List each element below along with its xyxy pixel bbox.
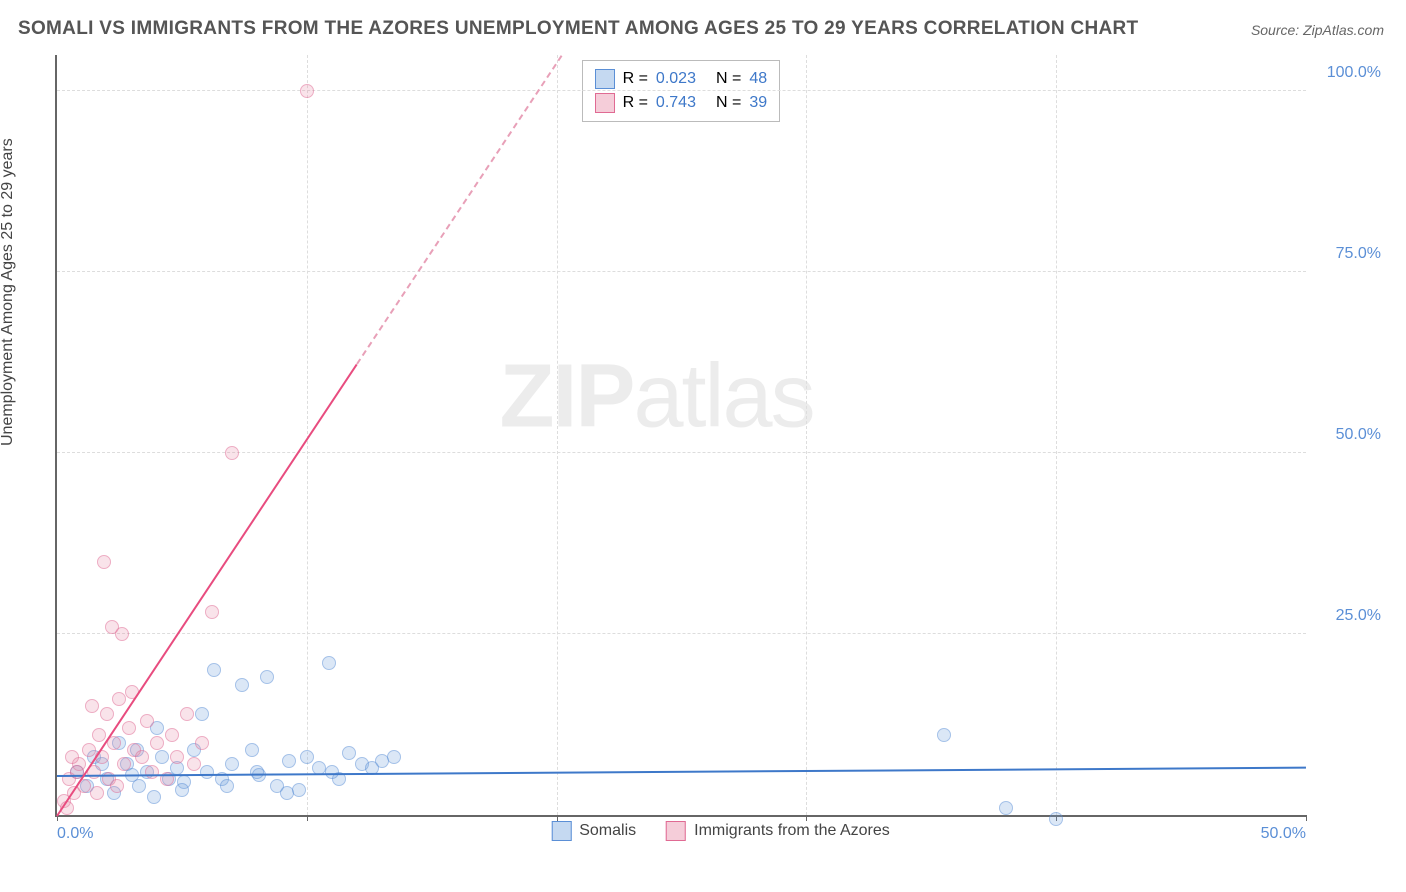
legend-row: R = 0.743 N = 39: [595, 91, 768, 115]
gridline-h: [57, 452, 1306, 453]
data-point: [175, 783, 189, 797]
legend-swatch: [595, 69, 615, 89]
data-point: [170, 750, 184, 764]
series-legend: Somalis Immigrants from the Azores: [551, 821, 890, 841]
data-point: [100, 707, 114, 721]
data-point: [937, 728, 951, 742]
r-label: R =: [623, 70, 648, 88]
data-point: [135, 750, 149, 764]
n-value: 39: [749, 94, 767, 112]
n-label: N =: [716, 94, 741, 112]
legend-swatch: [595, 93, 615, 113]
data-point: [150, 736, 164, 750]
legend-item: Somalis: [551, 821, 636, 841]
data-point: [225, 757, 239, 771]
data-point: [300, 750, 314, 764]
data-point: [117, 757, 131, 771]
gridline-h: [57, 271, 1306, 272]
data-point: [235, 678, 249, 692]
data-point: [155, 750, 169, 764]
gridline-v: [557, 55, 558, 815]
data-point: [245, 743, 259, 757]
x-tick-label: 50.0%: [1261, 825, 1306, 843]
chart-title: SOMALI VS IMMIGRANTS FROM THE AZORES UNE…: [18, 18, 1138, 40]
legend-item: Immigrants from the Azores: [666, 821, 890, 841]
data-point: [180, 707, 194, 721]
data-point: [112, 692, 126, 706]
n-label: N =: [716, 70, 741, 88]
r-value: 0.743: [656, 94, 696, 112]
data-point: [387, 750, 401, 764]
source-attribution: Source: ZipAtlas.com: [1251, 22, 1384, 38]
data-point: [115, 627, 129, 641]
data-point: [165, 728, 179, 742]
data-point: [147, 790, 161, 804]
data-point: [187, 757, 201, 771]
data-point: [220, 779, 234, 793]
legend-swatch: [666, 821, 686, 841]
data-point: [97, 555, 111, 569]
watermark: ZIPatlas: [499, 346, 813, 449]
data-point: [325, 765, 339, 779]
legend-label: Somalis: [579, 822, 636, 840]
gridline-h: [57, 90, 1306, 91]
plot-region: ZIPatlas R =0.023N =48R =0.743N =39 25.0…: [55, 55, 1306, 817]
trend-line: [56, 364, 357, 817]
data-point: [195, 736, 209, 750]
data-point: [1049, 812, 1063, 826]
data-point: [110, 779, 124, 793]
data-point: [90, 786, 104, 800]
legend-label: Immigrants from the Azores: [694, 822, 890, 840]
data-point: [205, 605, 219, 619]
gridline-v: [806, 55, 807, 815]
data-point: [342, 746, 356, 760]
y-tick-label: 100.0%: [1311, 64, 1381, 82]
data-point: [225, 446, 239, 460]
data-point: [250, 765, 264, 779]
trend-line: [57, 767, 1306, 777]
y-tick-label: 75.0%: [1311, 245, 1381, 263]
data-point: [280, 786, 294, 800]
x-tick-label: 0.0%: [57, 825, 93, 843]
trend-line: [356, 55, 562, 364]
data-point: [282, 754, 296, 768]
legend-row: R = 0.023 N = 48: [595, 67, 768, 91]
data-point: [65, 750, 79, 764]
data-point: [300, 84, 314, 98]
data-point: [200, 765, 214, 779]
chart-area: ZIPatlas R = 0.023 N = 48 R = 0.743 N = 39 25.0…: [55, 55, 1386, 847]
data-point: [132, 779, 146, 793]
data-point: [195, 707, 209, 721]
data-point: [85, 699, 99, 713]
data-point: [322, 656, 336, 670]
y-axis-label: Unemployment Among Ages 25 to 29 years: [0, 138, 17, 446]
data-point: [260, 670, 274, 684]
data-point: [999, 801, 1013, 815]
n-value: 48: [749, 70, 767, 88]
gridline-v: [1056, 55, 1057, 815]
data-point: [122, 721, 136, 735]
gridline-h: [57, 633, 1306, 634]
r-label: R =: [623, 94, 648, 112]
r-value: 0.023: [656, 70, 696, 88]
data-point: [92, 728, 106, 742]
data-point: [292, 783, 306, 797]
data-point: [140, 714, 154, 728]
legend-swatch: [551, 821, 571, 841]
y-tick-label: 50.0%: [1311, 426, 1381, 444]
data-point: [207, 663, 221, 677]
data-point: [145, 765, 159, 779]
y-tick-label: 25.0%: [1311, 607, 1381, 625]
